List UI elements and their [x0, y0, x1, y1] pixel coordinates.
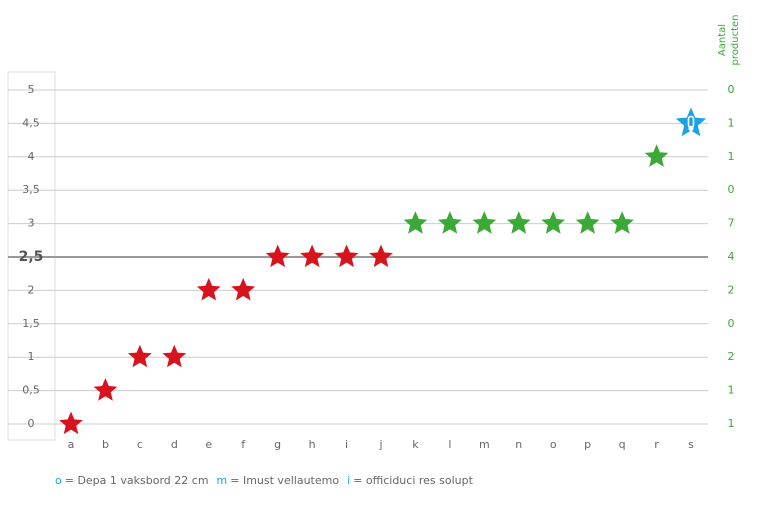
star-marker	[610, 211, 634, 234]
star-marker	[438, 211, 462, 234]
y2-count: 7	[728, 217, 735, 230]
x-tick-label: c	[137, 438, 143, 451]
legend-text: = Depa 1 vaksbord 22 cm	[64, 474, 209, 487]
legend-item: o = Depa 1 vaksbord 22 cm	[55, 474, 209, 487]
star-marker	[369, 244, 393, 268]
y2-count: 2	[728, 350, 735, 363]
y2-count: 0	[728, 83, 735, 96]
legend: o = Depa 1 vaksbord 22 cm m = Imust vellaut…	[55, 474, 481, 487]
x-tick-label: j	[378, 438, 382, 451]
x-tick-label: i	[345, 438, 348, 451]
star-marker	[675, 107, 707, 137]
legend-text: = Imust vellautemo	[230, 474, 340, 487]
x-tick-label: m	[479, 438, 490, 451]
x-tick-label: p	[584, 438, 591, 451]
x-tick-label: q	[619, 438, 626, 451]
y2-count: 2	[728, 283, 735, 296]
y2-count: 1	[728, 417, 735, 430]
y-tick-label: 3,5	[22, 183, 40, 196]
y-tick-label: 1,5	[22, 317, 40, 330]
star-marker	[300, 244, 324, 268]
star-marker	[541, 211, 566, 234]
y2-count: 0	[728, 317, 735, 330]
y-tick-label: 0,5	[22, 384, 40, 397]
x-tick-label: h	[309, 438, 316, 451]
x-tick-label: l	[448, 438, 451, 451]
star-marker	[472, 211, 497, 234]
x-tick-label: g	[274, 438, 281, 451]
x-tick-label: o	[550, 438, 557, 451]
x-tick-label: n	[515, 438, 522, 451]
y2-title: producten	[730, 15, 741, 66]
y2-count: 1	[728, 116, 735, 129]
x-tick-label: e	[205, 438, 212, 451]
y-tick-label: 5	[28, 83, 35, 96]
y-tick-label: 0	[28, 417, 35, 430]
star-marker	[231, 277, 256, 301]
star-marker	[506, 211, 531, 234]
legend-key: m	[216, 474, 228, 487]
y2-count: 1	[728, 384, 735, 397]
star-marker	[93, 378, 118, 401]
star-marker	[334, 244, 359, 268]
x-tick-label: s	[688, 438, 694, 451]
y2-title: Aantal	[717, 24, 728, 56]
y-tick-label: 4	[28, 150, 35, 163]
star-marker	[128, 344, 152, 368]
y-tick-label: 2,5	[19, 249, 44, 265]
star-marker	[265, 244, 290, 268]
legend-item: m = Imust vellautemo	[217, 474, 340, 487]
y2-count: 1	[728, 150, 735, 163]
y-tick-label: 1	[28, 350, 35, 363]
y2-count: 4	[728, 250, 735, 263]
y-tick-label: 2	[28, 283, 35, 296]
star-marker	[59, 411, 83, 435]
x-tick-label: d	[171, 438, 178, 451]
legend-key: i	[347, 474, 351, 487]
star-marker	[196, 277, 221, 301]
x-tick-label: b	[102, 438, 109, 451]
x-tick-label: r	[654, 438, 659, 451]
y-tick-label: 4,5	[22, 116, 40, 129]
x-tick-label: k	[412, 438, 419, 451]
y2-count: 0	[728, 183, 735, 196]
legend-key: o	[55, 474, 62, 487]
legend-item: i = officiduci res solupt	[347, 474, 473, 487]
x-tick-label: a	[68, 438, 75, 451]
legend-text: = officiduci res solupt	[353, 474, 473, 487]
y-tick-label: 3	[28, 217, 35, 230]
star-icon	[688, 125, 694, 131]
star-marker	[575, 211, 600, 234]
star-marker	[403, 211, 428, 234]
x-tick-label: f	[241, 438, 246, 451]
star-marker	[644, 144, 669, 167]
star-marker	[162, 344, 187, 368]
